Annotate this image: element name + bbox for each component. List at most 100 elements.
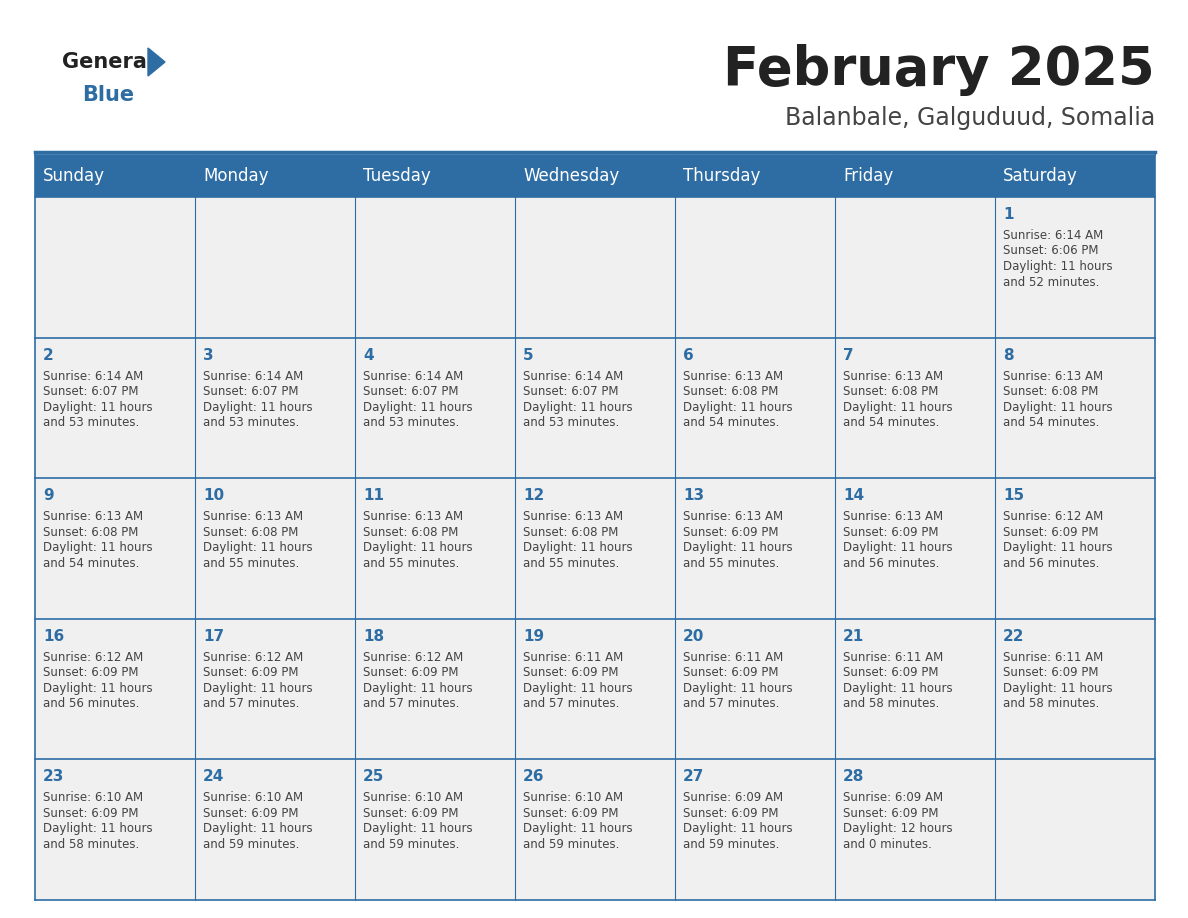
- Text: and 56 minutes.: and 56 minutes.: [1003, 556, 1099, 570]
- Text: Daylight: 11 hours: Daylight: 11 hours: [364, 542, 473, 554]
- Bar: [675, 197, 835, 338]
- Text: 19: 19: [523, 629, 544, 644]
- Bar: [996, 338, 1155, 478]
- Bar: [516, 197, 675, 338]
- Text: Sunrise: 6:14 AM: Sunrise: 6:14 AM: [364, 370, 463, 383]
- Text: 10: 10: [203, 488, 225, 503]
- Text: Sunrise: 6:12 AM: Sunrise: 6:12 AM: [203, 651, 303, 664]
- Text: Sunset: 6:08 PM: Sunset: 6:08 PM: [523, 526, 619, 539]
- Text: Sunset: 6:08 PM: Sunset: 6:08 PM: [683, 385, 778, 398]
- Text: Sunrise: 6:09 AM: Sunrise: 6:09 AM: [843, 791, 943, 804]
- Bar: [835, 197, 996, 338]
- Text: Blue: Blue: [82, 85, 134, 105]
- Text: Daylight: 11 hours: Daylight: 11 hours: [1003, 400, 1113, 414]
- Bar: [675, 338, 835, 478]
- Text: Sunset: 6:09 PM: Sunset: 6:09 PM: [843, 807, 939, 820]
- Text: and 55 minutes.: and 55 minutes.: [203, 556, 299, 570]
- Bar: [835, 619, 996, 759]
- Text: Daylight: 11 hours: Daylight: 11 hours: [203, 400, 312, 414]
- Text: and 56 minutes.: and 56 minutes.: [843, 556, 940, 570]
- Text: 18: 18: [364, 629, 384, 644]
- Text: Daylight: 11 hours: Daylight: 11 hours: [203, 682, 312, 695]
- Text: 15: 15: [1003, 488, 1024, 503]
- Text: 21: 21: [843, 629, 864, 644]
- Text: Daylight: 11 hours: Daylight: 11 hours: [43, 400, 152, 414]
- Text: Saturday: Saturday: [1003, 167, 1078, 185]
- Text: Daylight: 11 hours: Daylight: 11 hours: [843, 542, 953, 554]
- Bar: [516, 759, 675, 900]
- Text: Sunset: 6:09 PM: Sunset: 6:09 PM: [843, 526, 939, 539]
- Text: Sunrise: 6:13 AM: Sunrise: 6:13 AM: [683, 510, 783, 523]
- Text: Sunrise: 6:14 AM: Sunrise: 6:14 AM: [203, 370, 303, 383]
- Text: and 59 minutes.: and 59 minutes.: [364, 838, 460, 851]
- Text: Sunset: 6:07 PM: Sunset: 6:07 PM: [523, 385, 619, 398]
- Text: Sunrise: 6:13 AM: Sunrise: 6:13 AM: [364, 510, 463, 523]
- Text: Sunset: 6:08 PM: Sunset: 6:08 PM: [1003, 385, 1099, 398]
- Text: Sunrise: 6:10 AM: Sunrise: 6:10 AM: [203, 791, 303, 804]
- Text: Monday: Monday: [203, 167, 268, 185]
- Bar: [34, 338, 195, 478]
- Text: Sunset: 6:09 PM: Sunset: 6:09 PM: [523, 807, 619, 820]
- Text: Sunset: 6:08 PM: Sunset: 6:08 PM: [364, 526, 459, 539]
- Bar: [835, 478, 996, 619]
- Text: Daylight: 11 hours: Daylight: 11 hours: [683, 400, 792, 414]
- Text: Daylight: 11 hours: Daylight: 11 hours: [843, 682, 953, 695]
- Text: Sunrise: 6:14 AM: Sunrise: 6:14 AM: [523, 370, 624, 383]
- Text: and 55 minutes.: and 55 minutes.: [683, 556, 779, 570]
- Text: Sunset: 6:06 PM: Sunset: 6:06 PM: [1003, 244, 1099, 258]
- Bar: [675, 759, 835, 900]
- Text: and 52 minutes.: and 52 minutes.: [1003, 275, 1099, 288]
- Text: 12: 12: [523, 488, 544, 503]
- Text: 16: 16: [43, 629, 64, 644]
- Bar: [516, 478, 675, 619]
- Text: and 56 minutes.: and 56 minutes.: [43, 698, 139, 711]
- Text: and 57 minutes.: and 57 minutes.: [523, 698, 619, 711]
- Text: 26: 26: [523, 769, 544, 784]
- Text: Sunset: 6:09 PM: Sunset: 6:09 PM: [683, 526, 778, 539]
- Bar: [996, 197, 1155, 338]
- Text: and 53 minutes.: and 53 minutes.: [203, 416, 299, 429]
- Text: Sunrise: 6:13 AM: Sunrise: 6:13 AM: [843, 510, 943, 523]
- Text: and 55 minutes.: and 55 minutes.: [364, 556, 460, 570]
- Bar: [355, 478, 516, 619]
- Bar: [355, 619, 516, 759]
- Bar: [835, 759, 996, 900]
- Text: 8: 8: [1003, 348, 1013, 363]
- Text: and 59 minutes.: and 59 minutes.: [203, 838, 299, 851]
- Text: 22: 22: [1003, 629, 1024, 644]
- Text: General: General: [62, 52, 154, 72]
- Text: and 54 minutes.: and 54 minutes.: [43, 556, 139, 570]
- Text: 5: 5: [523, 348, 533, 363]
- Text: Sunrise: 6:10 AM: Sunrise: 6:10 AM: [523, 791, 624, 804]
- Text: 7: 7: [843, 348, 854, 363]
- Text: Daylight: 11 hours: Daylight: 11 hours: [1003, 682, 1113, 695]
- Text: Sunset: 6:09 PM: Sunset: 6:09 PM: [43, 666, 139, 679]
- Text: Tuesday: Tuesday: [364, 167, 431, 185]
- Text: Daylight: 11 hours: Daylight: 11 hours: [523, 823, 633, 835]
- Text: Sunrise: 6:13 AM: Sunrise: 6:13 AM: [683, 370, 783, 383]
- Text: Sunday: Sunday: [43, 167, 105, 185]
- Text: Sunset: 6:08 PM: Sunset: 6:08 PM: [203, 526, 298, 539]
- Text: and 58 minutes.: and 58 minutes.: [43, 838, 139, 851]
- Text: Daylight: 11 hours: Daylight: 11 hours: [843, 400, 953, 414]
- Text: 23: 23: [43, 769, 64, 784]
- Bar: [355, 759, 516, 900]
- Text: and 58 minutes.: and 58 minutes.: [843, 698, 940, 711]
- Bar: [516, 619, 675, 759]
- Text: and 53 minutes.: and 53 minutes.: [364, 416, 460, 429]
- Bar: [516, 338, 675, 478]
- Text: 13: 13: [683, 488, 704, 503]
- Text: Daylight: 11 hours: Daylight: 11 hours: [683, 542, 792, 554]
- Text: 2: 2: [43, 348, 53, 363]
- Text: Sunrise: 6:13 AM: Sunrise: 6:13 AM: [203, 510, 303, 523]
- Text: Sunset: 6:09 PM: Sunset: 6:09 PM: [523, 666, 619, 679]
- Bar: [996, 619, 1155, 759]
- Text: and 57 minutes.: and 57 minutes.: [683, 698, 779, 711]
- Bar: [195, 338, 355, 478]
- Text: Sunrise: 6:12 AM: Sunrise: 6:12 AM: [364, 651, 463, 664]
- Bar: [34, 759, 195, 900]
- Text: Sunrise: 6:13 AM: Sunrise: 6:13 AM: [43, 510, 143, 523]
- Text: Sunset: 6:07 PM: Sunset: 6:07 PM: [43, 385, 139, 398]
- Text: and 54 minutes.: and 54 minutes.: [683, 416, 779, 429]
- Text: Sunset: 6:09 PM: Sunset: 6:09 PM: [1003, 666, 1099, 679]
